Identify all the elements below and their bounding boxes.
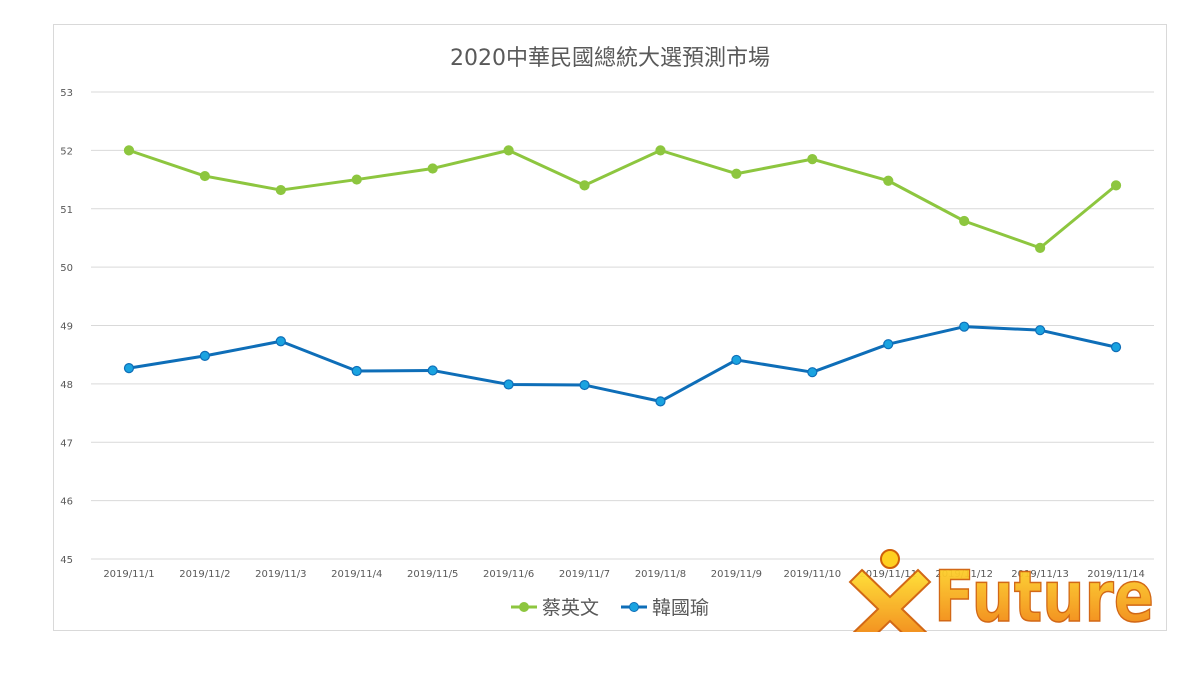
x-tick-label: 2019/11/8 xyxy=(635,569,686,580)
x-tick-label: 2019/11/4 xyxy=(331,569,382,580)
legend-swatch-marker xyxy=(629,602,639,612)
logo-text: Future xyxy=(934,556,1154,632)
x-tick-label: 2019/11/9 xyxy=(711,569,762,580)
data-point xyxy=(1035,242,1046,253)
data-point xyxy=(503,379,514,390)
data-point xyxy=(275,336,286,347)
series-layer xyxy=(123,145,1122,407)
legend-swatch-marker xyxy=(519,602,529,612)
data-point xyxy=(275,184,286,196)
data-point xyxy=(959,321,970,332)
data-point xyxy=(579,379,590,391)
legend-label: 韓國瑜 xyxy=(652,597,709,619)
y-axis-ticks: 45 46 47 48 49 50 51 52 53 xyxy=(60,88,73,566)
chart-title: 2020中華民國總統大選預測市場 xyxy=(450,46,770,71)
data-point xyxy=(1110,341,1122,353)
x-star-icon xyxy=(848,549,932,632)
data-point xyxy=(503,145,514,156)
data-point xyxy=(883,175,894,186)
data-point xyxy=(351,365,362,377)
data-point xyxy=(199,350,210,361)
line-chart: 2020中華民國總統大選預測市場 45 46 47 48 49 50 51 52 53 2019… xyxy=(60,46,1155,632)
y-tick-label: 48 xyxy=(60,380,73,391)
data-point xyxy=(351,174,362,185)
y-tick-label: 45 xyxy=(60,555,73,566)
data-point xyxy=(731,168,742,179)
y-tick-label: 50 xyxy=(60,263,73,274)
data-point xyxy=(123,145,135,156)
gridlines xyxy=(91,91,1154,560)
x-tick-label: 2019/11/3 xyxy=(255,569,306,580)
data-point xyxy=(579,180,590,191)
star-dot xyxy=(880,549,900,569)
data-point xyxy=(807,154,818,165)
data-point xyxy=(1110,180,1122,191)
data-point xyxy=(655,145,666,156)
y-tick-label: 53 xyxy=(60,88,73,99)
x-tick-label: 2019/11/12 xyxy=(935,569,993,580)
x-tick-label: 2019/11/13 xyxy=(1011,569,1069,580)
x-tick-label: 2019/11/14 xyxy=(1087,569,1145,580)
data-point xyxy=(1035,325,1046,336)
data-point xyxy=(427,365,438,376)
data-point xyxy=(731,354,742,366)
data-point xyxy=(123,363,135,374)
x-tick-label: 2019/11/7 xyxy=(559,569,610,580)
series-1 xyxy=(123,145,1122,253)
series-line xyxy=(127,148,1118,250)
data-point xyxy=(199,170,210,182)
x-shape xyxy=(848,568,932,632)
y-tick-label: 52 xyxy=(60,146,73,157)
data-point xyxy=(655,396,666,407)
x-tick-label: 2019/11/11 xyxy=(859,569,917,580)
series-2 xyxy=(123,321,1122,407)
x-tick-label: 2019/11/2 xyxy=(179,569,230,580)
legend: 蔡英文 韓國瑜 xyxy=(511,597,709,619)
legend-label: 蔡英文 xyxy=(542,597,599,619)
x-tick-label: 2019/11/10 xyxy=(784,569,842,580)
x-tick-label: 2019/11/1 xyxy=(103,569,154,580)
series-line xyxy=(127,325,1118,403)
data-point xyxy=(883,339,894,350)
x-axis-ticks: 2019/11/1 2019/11/2 2019/11/3 2019/11/4 2019… xyxy=(103,569,1145,580)
data-point xyxy=(807,367,818,378)
chart-frame: 2020中華民國總統大選預測市場 45 46 47 48 49 50 51 52 53 2019… xyxy=(53,24,1167,632)
future-logo: Future xyxy=(848,549,1155,632)
data-point xyxy=(427,163,438,174)
data-point xyxy=(959,215,970,227)
y-tick-label: 47 xyxy=(60,438,73,449)
x-tick-label: 2019/11/6 xyxy=(483,569,534,580)
y-tick-label: 46 xyxy=(60,497,73,508)
y-tick-label: 49 xyxy=(60,322,73,333)
y-tick-label: 51 xyxy=(60,205,73,216)
x-tick-label: 2019/11/5 xyxy=(407,569,458,580)
